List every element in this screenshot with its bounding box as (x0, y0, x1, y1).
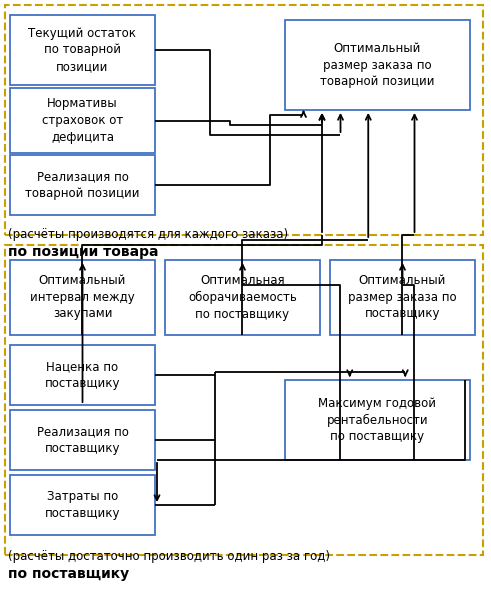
Bar (10, 345, 155, 405)
Bar (10, 155, 155, 215)
Text: Оптимальная
оборачиваемость
по поставщику: Оптимальная оборачиваемость по поставщик… (188, 274, 297, 321)
Text: по позиции товара: по позиции товара (8, 245, 159, 259)
Text: по поставщику: по поставщику (8, 567, 129, 581)
Text: Наценка по
поставщику: Наценка по поставщику (45, 360, 120, 390)
Text: Максимум годовой
рентабельности
по поставщику: Максимум годовой рентабельности по поста… (319, 397, 436, 443)
Text: Нормативы
страховок от
дефицита: Нормативы страховок от дефицита (42, 97, 123, 144)
Text: Оптимальный
размер заказа по
поставщику: Оптимальный размер заказа по поставщику (348, 274, 457, 321)
Bar (5, 5, 483, 235)
Text: Реализация по
поставщику: Реализация по поставщику (36, 425, 129, 455)
Text: Затраты по
поставщику: Затраты по поставщику (45, 490, 120, 520)
Bar (330, 260, 475, 335)
Bar (285, 20, 470, 110)
Text: Оптимальный
интервал между
закупами: Оптимальный интервал между закупами (30, 274, 135, 321)
Bar (10, 260, 155, 335)
Bar (10, 410, 155, 470)
Text: (расчёты достаточно производить один раз за год): (расчёты достаточно производить один раз… (8, 550, 330, 563)
Bar (10, 88, 155, 153)
Bar (10, 15, 155, 85)
Text: (расчёты производятся для каждого заказа): (расчёты производятся для каждого заказа… (8, 228, 288, 241)
Text: Оптимальный
размер заказа по
товарной позиции: Оптимальный размер заказа по товарной по… (320, 42, 435, 88)
Bar (10, 475, 155, 535)
Text: Текущий остаток
по товарной
позиции: Текущий остаток по товарной позиции (28, 27, 136, 73)
Bar (5, 245, 483, 555)
Text: Реализация по
товарной позиции: Реализация по товарной позиции (25, 170, 140, 200)
Bar (165, 260, 320, 335)
Bar (285, 380, 470, 460)
